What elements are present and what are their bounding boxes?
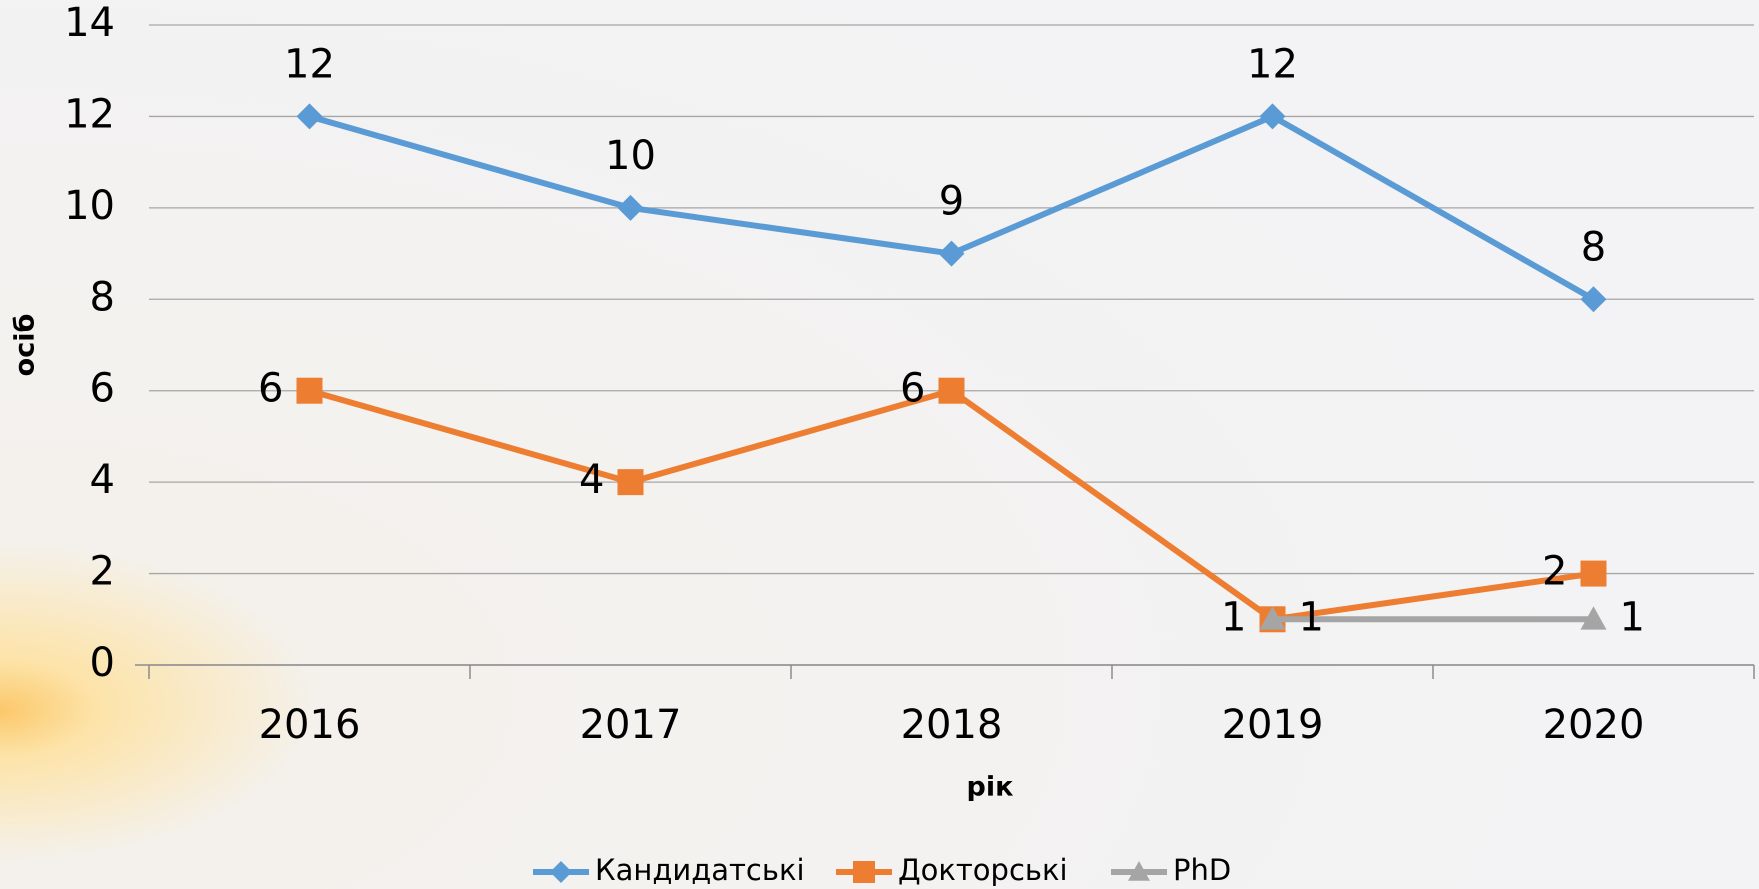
y-tick-label: 10 [64, 183, 115, 229]
marker [296, 377, 323, 404]
data-label: 1 [1299, 594, 1324, 640]
y-tick-label: 6 [90, 366, 115, 412]
data-label: 12 [284, 41, 335, 87]
marker [853, 861, 875, 883]
marker [550, 861, 572, 883]
marker [938, 377, 965, 404]
x-axis-title: рік [967, 772, 1014, 803]
y-axis-title: осіб [10, 314, 41, 377]
data-label: 1 [1620, 594, 1645, 640]
data-label: 8 [1581, 224, 1606, 270]
y-tick-label: 0 [90, 640, 115, 686]
y-tick-label: 4 [90, 457, 115, 503]
x-tick-label: 2020 [1543, 702, 1645, 748]
marker [1259, 606, 1286, 630]
x-tick-label: 2017 [580, 702, 682, 748]
marker [617, 194, 644, 221]
y-tick-label: 12 [64, 91, 115, 137]
legend-label: Докторські [898, 853, 1068, 887]
data-label: 1 [1221, 594, 1246, 640]
marker [296, 103, 323, 130]
data-label: 6 [258, 366, 283, 412]
x-tick-label: 2019 [1222, 702, 1324, 748]
y-tick-label: 2 [90, 549, 115, 595]
y-tick-label: 8 [90, 274, 115, 320]
marker [1580, 286, 1607, 313]
x-tick-label: 2016 [259, 702, 361, 748]
x-tick-label: 2018 [901, 702, 1003, 748]
data-label: 4 [579, 457, 604, 503]
legend-label: PhD [1173, 853, 1231, 887]
data-label: 6 [900, 366, 925, 412]
legend-label: Кандидатські [595, 853, 805, 887]
data-label: 2 [1542, 549, 1567, 595]
marker [1128, 861, 1150, 881]
marker [1580, 606, 1607, 630]
data-label: 12 [1247, 41, 1298, 87]
data-label: 10 [605, 133, 656, 179]
y-tick-label: 14 [64, 0, 115, 46]
marker [938, 240, 965, 267]
marker [1259, 103, 1286, 130]
marker [1580, 560, 1607, 587]
marker [617, 469, 644, 496]
data-label: 9 [939, 179, 964, 225]
